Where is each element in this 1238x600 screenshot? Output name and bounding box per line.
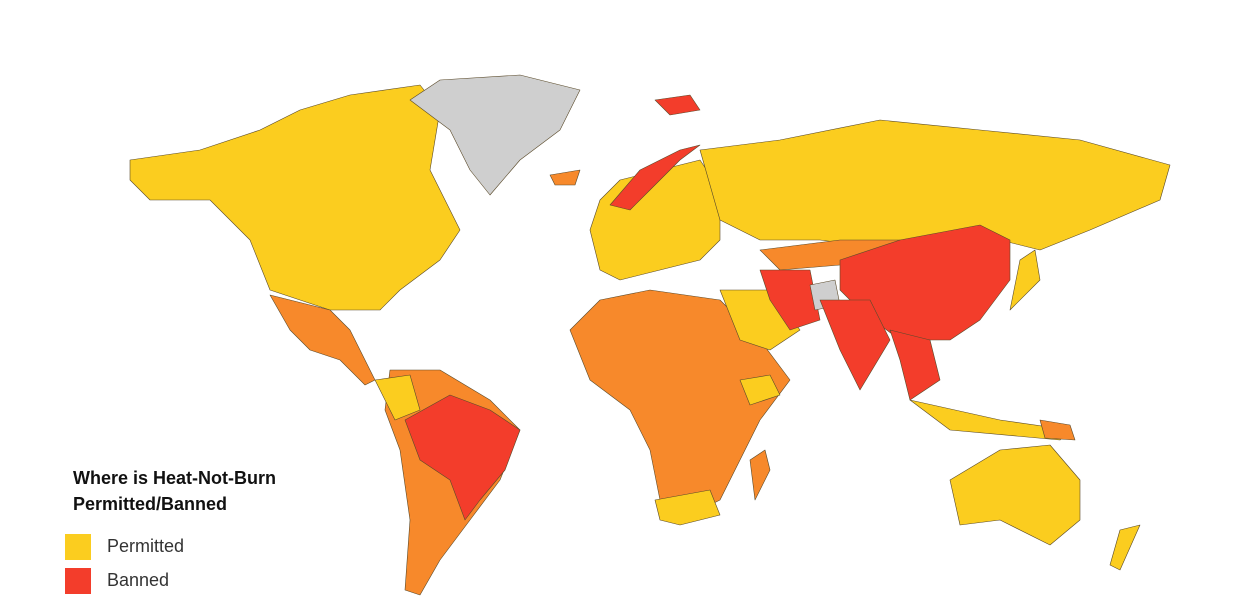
map-land (129, 74, 1171, 596)
legend-swatch (65, 568, 91, 594)
legend-title: Where is Heat-Not-Burn (73, 468, 276, 488)
legend-label: Permitted (107, 536, 184, 556)
legend-swatch (65, 534, 91, 560)
legend-label: Banned (107, 570, 169, 590)
legend-title: Permitted/Banned (73, 494, 227, 514)
legend: Where is Heat-Not-Burn Permitted/Banned … (65, 468, 276, 594)
